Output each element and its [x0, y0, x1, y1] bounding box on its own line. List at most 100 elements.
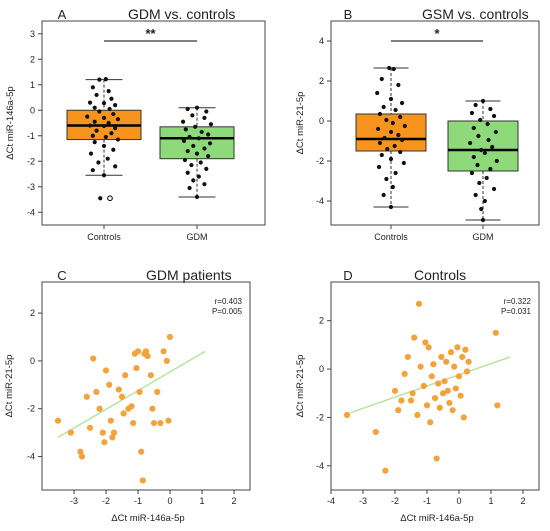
data-point	[150, 419, 158, 427]
data-point	[206, 132, 211, 137]
data-point	[96, 405, 103, 412]
data-point	[115, 117, 121, 122]
data-point	[157, 419, 164, 427]
data-point	[452, 385, 459, 392]
box-controls	[66, 79, 142, 202]
data-point	[441, 378, 448, 385]
data-point	[165, 417, 172, 424]
data-point	[385, 146, 390, 152]
data-point	[401, 160, 406, 166]
x-tick-label: 0	[456, 496, 461, 506]
data-point	[128, 403, 135, 410]
data-point	[109, 434, 116, 441]
data-point	[379, 152, 384, 158]
data-point	[494, 402, 501, 409]
data-point	[154, 388, 161, 396]
data-point	[395, 407, 402, 414]
data-point	[390, 184, 395, 190]
data-point	[494, 158, 499, 164]
data-point	[376, 164, 382, 170]
data-point	[92, 119, 97, 124]
data-points	[54, 333, 174, 484]
y-tick-label: 4	[319, 36, 324, 46]
data-point	[435, 380, 442, 387]
data-point	[185, 106, 190, 112]
data-point	[109, 96, 114, 101]
data-point	[107, 417, 114, 424]
y-tick-label: 0	[319, 116, 324, 126]
data-point	[465, 358, 472, 365]
data-point	[473, 192, 478, 198]
data-point	[422, 339, 429, 346]
data-point	[199, 129, 204, 135]
data-point	[183, 127, 188, 132]
box-iqr	[447, 120, 519, 172]
y-tick-label: 3	[30, 29, 35, 39]
data-point	[101, 173, 107, 178]
data-point	[206, 154, 211, 159]
data-point	[90, 355, 97, 362]
data-point	[460, 414, 467, 421]
data-point	[455, 373, 463, 380]
data-point	[469, 110, 475, 116]
data-point	[384, 117, 389, 123]
data-point	[414, 411, 421, 419]
data-points	[343, 300, 501, 474]
data-point	[463, 368, 471, 375]
y-tick-label: 2	[319, 316, 324, 326]
data-point	[482, 150, 487, 156]
data-point	[102, 367, 110, 374]
data-point	[431, 394, 439, 402]
data-point	[388, 156, 394, 162]
y-tick-label: 0	[319, 364, 324, 374]
data-point	[185, 170, 190, 175]
data-point	[198, 160, 203, 165]
data-point	[94, 92, 99, 98]
data-point	[469, 170, 475, 176]
data-point	[77, 448, 84, 455]
data-point	[181, 138, 187, 143]
data-point	[78, 453, 86, 460]
data-point	[479, 206, 484, 212]
data-point	[99, 429, 106, 436]
y-axis-label: ΔCt miR-21-5p	[4, 355, 15, 418]
data-point	[113, 164, 118, 169]
data-point	[54, 417, 62, 424]
data-point	[90, 133, 95, 138]
y-tick-label: -2	[316, 412, 324, 422]
data-point	[404, 353, 411, 361]
data-point	[398, 114, 403, 120]
data-point	[446, 399, 453, 407]
data-point	[96, 160, 101, 165]
data-point	[471, 125, 476, 131]
data-point	[115, 137, 121, 142]
data-point	[134, 348, 142, 355]
data-point	[439, 390, 447, 397]
data-point	[381, 192, 386, 198]
data-point	[180, 119, 186, 124]
data-point	[398, 149, 403, 155]
data-point	[138, 448, 145, 455]
data-point	[113, 103, 118, 108]
data-point	[94, 128, 99, 133]
y-tick-label: -1	[27, 131, 35, 141]
data-point	[92, 105, 97, 110]
y-axis-label: ΔCt miR-21-5p	[295, 92, 306, 155]
data-point	[166, 333, 174, 341]
data-point	[107, 106, 112, 112]
data-point	[93, 388, 100, 396]
data-point	[163, 357, 170, 364]
data-point	[475, 162, 480, 168]
y-tick-label: 2	[30, 54, 35, 64]
panel-letter: A	[58, 7, 67, 22]
outlier-point	[107, 195, 113, 202]
y-tick-label: -2	[27, 156, 35, 166]
y-tick-label: 0	[30, 105, 35, 115]
data-point	[484, 175, 489, 181]
data-point	[393, 107, 398, 113]
y-tick-label: 0	[30, 356, 35, 366]
y-axis-label: ΔCt miR-146a-5p	[5, 86, 16, 159]
data-point	[433, 455, 440, 462]
data-point	[187, 134, 192, 140]
data-point	[101, 115, 107, 120]
